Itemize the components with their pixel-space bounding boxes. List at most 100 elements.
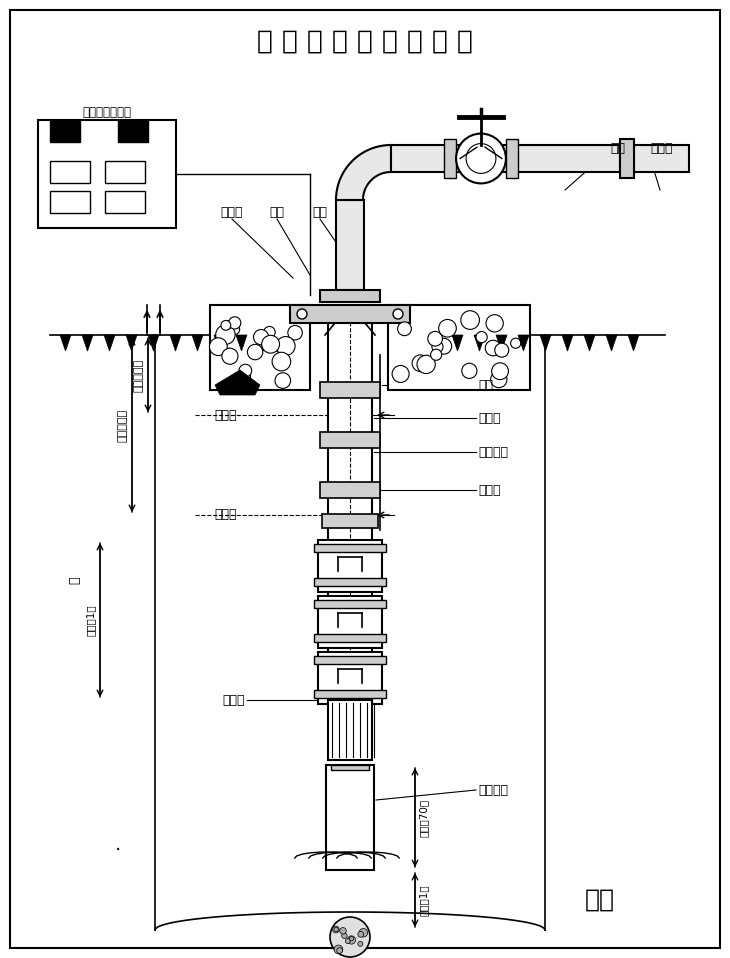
Circle shape xyxy=(491,363,509,379)
Text: 井口盖: 井口盖 xyxy=(220,206,243,218)
Polygon shape xyxy=(126,335,137,351)
Polygon shape xyxy=(496,335,507,351)
Circle shape xyxy=(210,338,227,355)
Circle shape xyxy=(432,341,443,353)
Circle shape xyxy=(342,933,347,939)
Text: 附图: 附图 xyxy=(585,888,615,912)
Circle shape xyxy=(359,928,368,937)
Bar xyxy=(318,540,382,592)
Circle shape xyxy=(358,942,363,947)
Text: 输水管: 输水管 xyxy=(478,412,501,424)
Polygon shape xyxy=(104,335,115,351)
Bar xyxy=(444,139,456,178)
Circle shape xyxy=(337,947,342,953)
Polygon shape xyxy=(584,335,595,351)
Circle shape xyxy=(476,331,487,343)
Text: 潜水电机: 潜水电机 xyxy=(478,784,508,796)
Circle shape xyxy=(230,325,239,334)
Bar xyxy=(50,191,90,213)
Text: 不大于70米: 不大于70米 xyxy=(419,798,429,836)
Circle shape xyxy=(495,343,509,357)
Bar xyxy=(320,432,380,448)
Circle shape xyxy=(228,317,241,329)
Text: 动水位深度: 动水位深度 xyxy=(118,408,128,442)
Bar xyxy=(322,514,378,528)
Circle shape xyxy=(347,936,356,945)
Circle shape xyxy=(345,939,350,944)
Polygon shape xyxy=(430,335,441,351)
Text: 电 泵 安 装 使 用 示 意 图: 电 泵 安 装 使 用 示 意 图 xyxy=(257,29,473,55)
Polygon shape xyxy=(562,335,573,351)
Bar xyxy=(38,120,176,228)
Polygon shape xyxy=(215,370,260,395)
Bar xyxy=(318,652,382,704)
Circle shape xyxy=(510,338,520,349)
Bar xyxy=(290,305,410,323)
Polygon shape xyxy=(628,335,639,351)
Bar xyxy=(50,161,90,183)
Bar xyxy=(388,305,530,390)
Circle shape xyxy=(253,330,269,345)
Circle shape xyxy=(297,309,307,319)
Circle shape xyxy=(462,363,477,378)
Text: 静水位深度: 静水位深度 xyxy=(134,358,144,392)
Circle shape xyxy=(393,309,403,319)
Circle shape xyxy=(392,365,409,382)
Polygon shape xyxy=(148,335,159,351)
Bar xyxy=(314,600,386,608)
Text: 不小于1米: 不小于1米 xyxy=(86,604,96,636)
Polygon shape xyxy=(452,335,463,351)
Circle shape xyxy=(431,350,442,360)
Circle shape xyxy=(276,336,295,355)
Bar xyxy=(105,191,145,213)
Circle shape xyxy=(412,354,429,372)
Circle shape xyxy=(456,133,506,183)
Polygon shape xyxy=(192,335,203,351)
Polygon shape xyxy=(82,335,93,351)
Bar xyxy=(506,139,518,178)
Text: 静水位: 静水位 xyxy=(215,408,237,422)
Circle shape xyxy=(223,321,232,330)
Polygon shape xyxy=(214,335,225,351)
Circle shape xyxy=(264,327,275,338)
Circle shape xyxy=(334,927,338,932)
Bar xyxy=(314,634,386,642)
Circle shape xyxy=(485,340,501,355)
Text: 短输水管: 短输水管 xyxy=(478,445,508,459)
Polygon shape xyxy=(474,335,485,351)
Bar xyxy=(314,690,386,698)
Text: 电缆: 电缆 xyxy=(478,378,493,392)
Circle shape xyxy=(330,917,370,957)
Circle shape xyxy=(222,348,238,364)
Circle shape xyxy=(261,335,280,354)
Text: 出水口: 出水口 xyxy=(650,142,672,154)
Bar xyxy=(314,578,386,586)
Text: ·: · xyxy=(115,840,121,859)
Circle shape xyxy=(439,319,456,337)
Circle shape xyxy=(288,326,302,340)
Circle shape xyxy=(428,331,442,346)
Bar xyxy=(314,544,386,552)
Circle shape xyxy=(491,372,507,388)
Circle shape xyxy=(358,931,364,937)
Text: 潜水管: 潜水管 xyxy=(478,484,501,496)
Polygon shape xyxy=(540,335,551,351)
Bar xyxy=(336,200,364,290)
Text: 弯管: 弯管 xyxy=(312,206,328,218)
Bar xyxy=(320,290,380,302)
Polygon shape xyxy=(258,335,269,351)
Bar xyxy=(326,765,374,870)
Bar xyxy=(105,161,145,183)
Circle shape xyxy=(436,338,452,354)
Circle shape xyxy=(461,310,480,330)
Bar xyxy=(118,120,148,142)
Circle shape xyxy=(332,926,339,933)
Polygon shape xyxy=(236,335,247,351)
Bar xyxy=(314,656,386,664)
Circle shape xyxy=(466,144,496,173)
Bar xyxy=(328,700,372,760)
Bar xyxy=(331,765,369,770)
Text: 井: 井 xyxy=(69,577,82,583)
Circle shape xyxy=(350,937,353,941)
Circle shape xyxy=(275,373,291,388)
